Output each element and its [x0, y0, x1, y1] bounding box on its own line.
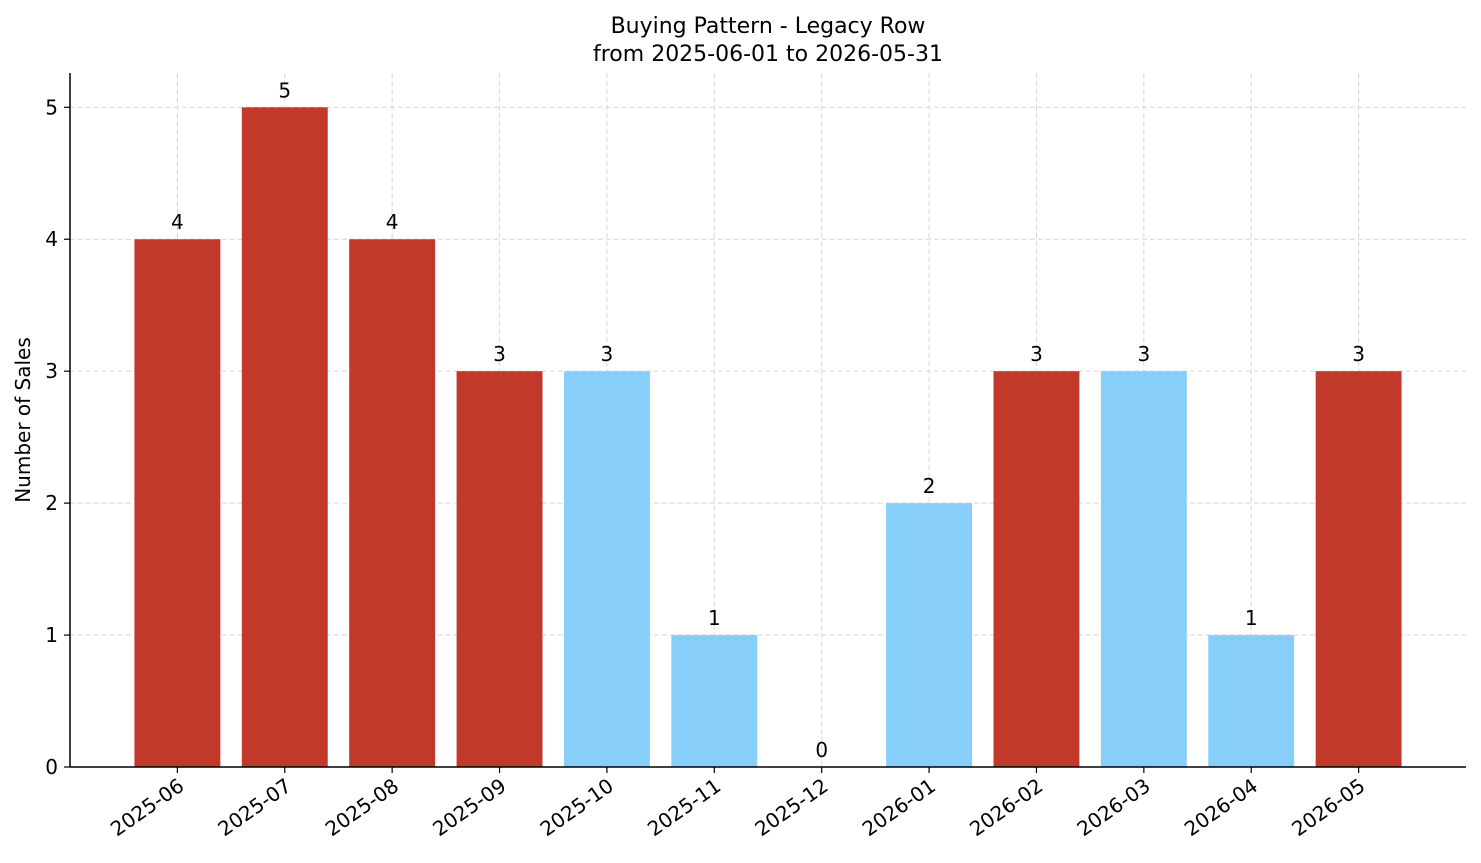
x-tick-label: 2026-03: [1072, 773, 1154, 841]
chart-subtitle: from 2025-06-01 to 2026-05-31: [593, 42, 943, 67]
x-tick-label: 2025-08: [321, 773, 403, 841]
x-tick-label: 2025-12: [750, 773, 832, 841]
x-tick-label: 2025-11: [643, 773, 725, 841]
bar: [1100, 371, 1187, 767]
y-tick-label: 3: [45, 359, 58, 383]
value-label: 3: [493, 342, 506, 366]
bar: [134, 239, 221, 767]
x-tick-label: 2025-10: [536, 773, 618, 841]
bar: [563, 371, 650, 767]
value-label: 1: [1245, 606, 1258, 630]
value-label: 3: [1352, 342, 1365, 366]
bar: [456, 371, 543, 767]
y-tick-label: 0: [45, 755, 58, 779]
value-label: 0: [815, 738, 828, 762]
x-tick-label: 2026-02: [965, 773, 1047, 841]
bar: [993, 371, 1080, 767]
y-tick-label: 5: [45, 95, 58, 119]
value-label: 3: [1137, 342, 1150, 366]
value-label: 2: [923, 474, 936, 498]
y-axis-label: Number of Sales: [11, 337, 35, 503]
x-tick-label: 2026-05: [1287, 773, 1369, 841]
value-label: 4: [171, 210, 184, 234]
bar: [1208, 635, 1295, 767]
x-tick-label: 2025-07: [213, 773, 295, 841]
y-tick-label: 4: [45, 227, 58, 251]
value-label: 3: [1030, 342, 1043, 366]
value-label: 4: [386, 210, 399, 234]
value-label: 5: [278, 78, 291, 102]
bar: [241, 107, 328, 767]
bar: [349, 239, 436, 767]
y-tick-label: 1: [45, 623, 58, 647]
x-tick-label: 2026-04: [1180, 773, 1262, 841]
value-label: 1: [708, 606, 721, 630]
chart-title: Buying Pattern - Legacy Row: [611, 14, 926, 39]
bar: [1315, 371, 1402, 767]
value-label: 3: [601, 342, 614, 366]
bar: [671, 635, 758, 767]
x-tick-label: 2025-09: [428, 773, 510, 841]
x-tick-label: 2025-06: [106, 773, 188, 841]
y-tick-label: 2: [45, 491, 58, 515]
bar: [886, 503, 973, 767]
x-tick-label: 2026-01: [858, 773, 940, 841]
